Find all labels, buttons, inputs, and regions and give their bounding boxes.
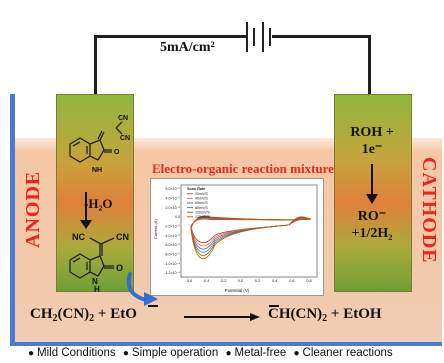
anode-reactant-nh: NH [92,167,102,174]
cathode-down-arrow [366,164,378,204]
mixture-title: Electro-organic reaction mixture [152,161,334,176]
cv-legend-entry: 40mV/S [195,197,208,201]
cathode-label: CATHODE [418,156,440,264]
cv-y-tick-label: 2.0×10⁻⁵ [166,206,181,210]
cathode-reactants: ROH + 1e⁻ [340,124,404,158]
equation-left-sub1: 2 [52,313,58,324]
feature-cleaner: Cleaner reactions [302,347,393,359]
cv-y-tick-label: -1.2×10⁻⁴ [164,271,180,275]
curved-arrow-icon [126,272,158,306]
cv-y-tick-label: 4.0×10⁻⁵ [166,197,181,201]
anode-reactant-structure: CN CN NH O [69,115,130,174]
cv-series-line [190,218,312,247]
cv-series-line [190,217,312,250]
anode-product-o: O [116,263,123,273]
cv-x-tick-label: -0.6 [186,279,193,283]
cv-legend-entry: 60mV/S [195,201,208,205]
cv-x-tick-label: 0.6 [289,279,294,283]
equation-right-a: CH(CN) [268,306,323,322]
feature-mild: Mild Conditions [37,347,116,359]
anode-product-structure: NC CN N H O [69,232,129,292]
cv-y-tick-label: 6.0×10⁻⁵ [166,187,181,191]
cv-y-tick-label: -6.0×10⁻⁵ [164,243,180,247]
cathode-reactant-line-1: ROH + [350,125,394,140]
anode-reactant-cn-1: CN [118,115,128,122]
anode-reactant-cn-2: CN [120,135,130,142]
feature-simple: Simple operation [131,347,219,359]
equation-left-b: (CN) [57,306,90,322]
wire-right-vertical [368,35,371,95]
footer-features: ● Mild Conditions ● Simple operation ● Meta… [24,347,444,359]
reaction-equation: CH2(CN)2 + EtO [30,306,137,324]
cv-y-tick-label: -4.0×10⁻⁵ [164,234,180,238]
equation-arrow [184,313,260,321]
cv-x-tick-label: 0.2 [255,279,260,283]
cv-x-tick-label: -0.2 [220,279,227,283]
equation-right-sub: 2 [322,313,328,324]
wire-top-right [272,35,371,38]
wire-left-vertical [94,35,97,95]
cv-legend-title: Scan Rate [187,187,205,191]
cell-wall-bottom [10,342,442,346]
equation-left-a: CH [30,306,53,322]
anode-product-h: H [94,285,100,292]
cathode-reactant-line-2: 1e⁻ [361,142,383,157]
cv-legend-entry: 120mV/S [195,215,210,219]
cv-inset: 6.0×10⁻⁵ 4.0×10⁻⁵ 2.0×10⁻⁵ 0.0 -2.0×10⁻⁵ -4.0… [150,178,324,296]
cell-wall-left [10,94,15,346]
cv-y-tick-label: 0.0 [175,215,180,219]
equation-eto-bar [148,305,158,307]
cv-x-tick-label: -0.4 [203,279,210,283]
cv-y-tick-label: -1.0×10⁻⁴ [164,262,180,266]
cv-x-tick-label: 0.0 [238,279,243,283]
anode-product-nc: NC [72,232,85,242]
bullet-icon: ● [122,348,129,359]
cv-series-line [190,216,312,256]
reaction-equation-product: CH(CN)2 + EtOH [268,306,382,324]
equation-left-sub2: 2 [89,313,95,324]
equation-right-b: + EtOH [327,306,382,322]
cathode-product-line-2: +1/2H₂ [351,226,393,241]
anode-electrode [56,94,134,292]
current-density-label: 5mA/cm² [160,40,215,55]
equation-left-c: + EtO [94,306,137,322]
cv-legend-entry: 80mV/S [195,206,208,210]
cathode-product-line-1: RO⁻ [357,209,387,224]
cv-xlabel: Potential (V) [225,288,250,293]
cathode-products: RO⁻ +1/2H₂ [340,208,404,242]
feature-metal-free: Metal-free [234,347,287,359]
cv-x-tick-label: 0.8 [306,279,311,283]
bullet-icon: ● [225,348,232,359]
wire-top-left [94,35,246,38]
anode-label: ANODE [22,170,44,248]
cv-y-tick-label: -8.0×10⁻⁵ [164,253,180,257]
cv-x-tick-label: 0.4 [272,279,277,283]
anode-product-n: N [92,277,98,286]
bullet-icon: ● [28,348,35,359]
cv-plot: 6.0×10⁻⁵ 4.0×10⁻⁵ 2.0×10⁻⁵ 0.0 -2.0×10⁻⁵ -4.0… [153,184,318,293]
cv-series-line [190,215,312,259]
bullet-icon: ● [293,348,300,359]
equation-ch-bar [269,305,279,307]
cv-legend-entry: 20mV/S [195,192,208,196]
anode-step-label: -H₂O [84,196,113,211]
cv-y-tick-label: -2.0×10⁻⁵ [164,225,180,229]
anode-reactant-o: O [114,149,120,156]
anode-down-arrow [80,192,92,229]
anode-product-cn: CN [116,232,129,242]
cv-legend-entry: 100mV/S [195,210,210,214]
cv-ylabel: Current (A) [153,219,158,239]
